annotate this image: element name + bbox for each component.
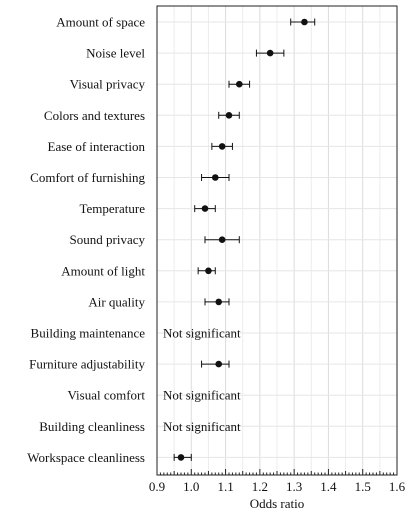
category-label: Building maintenance	[31, 326, 146, 341]
category-label: Sound privacy	[70, 232, 146, 247]
data-point	[211, 174, 219, 181]
data-point	[218, 236, 226, 243]
data-point	[301, 18, 308, 26]
category-label: Temperature	[80, 201, 146, 216]
data-point	[266, 49, 274, 57]
data-point	[177, 454, 185, 461]
category-label: Colors and textures	[44, 108, 145, 123]
category-label: Amount of light	[61, 263, 145, 278]
category-label: Ease of interaction	[48, 139, 146, 154]
data-point	[235, 80, 243, 88]
category-label: Visual comfort	[67, 388, 145, 403]
category-label: Workspace cleanliness	[27, 450, 145, 465]
grid-lines	[157, 6, 397, 475]
data-point	[218, 143, 226, 150]
category-label: Furniture adjustability	[29, 357, 145, 372]
x-tick-label: 1.5	[355, 479, 371, 494]
category-label: Amount of space	[56, 15, 145, 30]
category-label: Visual privacy	[70, 77, 146, 92]
data-point	[215, 298, 223, 306]
x-tick-label: 1.4	[320, 479, 337, 494]
x-tick-label: 0.9	[149, 479, 165, 494]
category-label: Air quality	[88, 294, 145, 309]
category-labels: Amount of space Noise level Visual privacy…	[27, 15, 145, 465]
data-point	[201, 205, 209, 212]
x-axis-title: Odds ratio	[250, 496, 305, 511]
data-point	[205, 267, 212, 275]
x-tick-label: 1.1	[217, 479, 233, 494]
not-significant-label: Not significant	[163, 419, 241, 434]
category-label: Building cleanliness	[39, 419, 145, 434]
data-point	[215, 360, 223, 368]
data-point	[225, 112, 233, 119]
not-significant-label: Not significant	[163, 388, 241, 403]
x-axis-ticks: 0.9 1.0 1.1 1.2 1.3 1.4 1.5 1.6	[149, 469, 406, 494]
x-tick-label: 1.2	[252, 479, 268, 494]
x-tick-label: 1.0	[183, 479, 199, 494]
x-tick-label: 1.6	[389, 479, 406, 494]
x-tick-label: 1.3	[286, 479, 302, 494]
category-label: Comfort of furnishing	[30, 170, 145, 185]
not-significant-label: Not significant	[163, 326, 241, 341]
category-label: Noise level	[86, 46, 145, 61]
data-marks: Not significant Not significant Not signif…	[163, 18, 316, 461]
